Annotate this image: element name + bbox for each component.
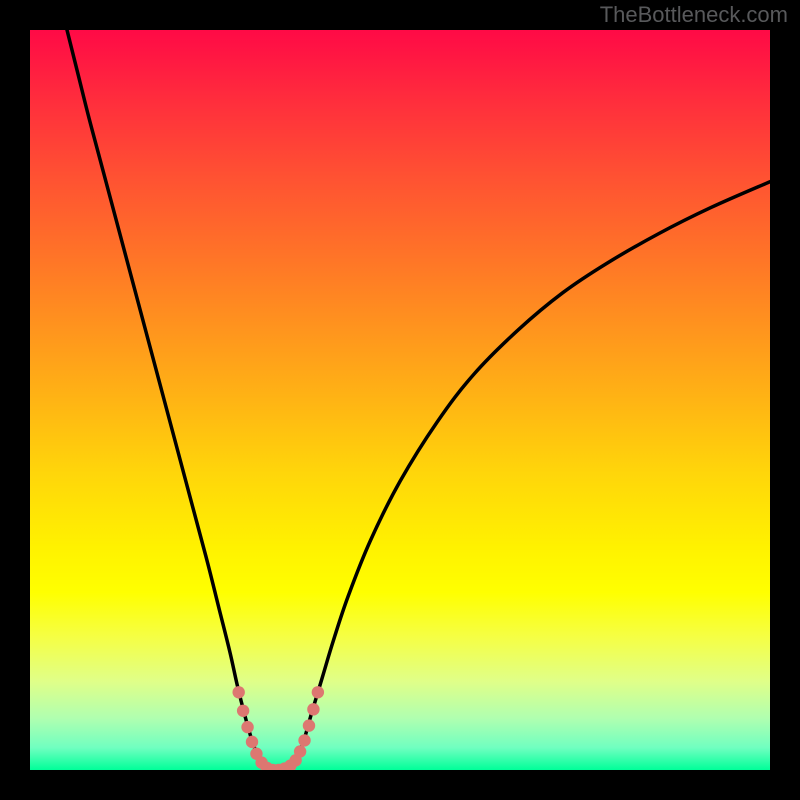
curve-marker (307, 703, 319, 715)
curve-marker (241, 721, 253, 733)
curve-marker (298, 734, 310, 746)
watermark-text: TheBottleneck.com (600, 2, 788, 28)
curve-marker (294, 745, 306, 757)
curve-marker (303, 719, 315, 731)
curve-marker (246, 736, 258, 748)
curve-marker (237, 705, 249, 717)
curve-marker (312, 686, 324, 698)
curve-marker (232, 686, 244, 698)
marker-layer (30, 30, 770, 770)
chart-plot-area (30, 30, 770, 770)
